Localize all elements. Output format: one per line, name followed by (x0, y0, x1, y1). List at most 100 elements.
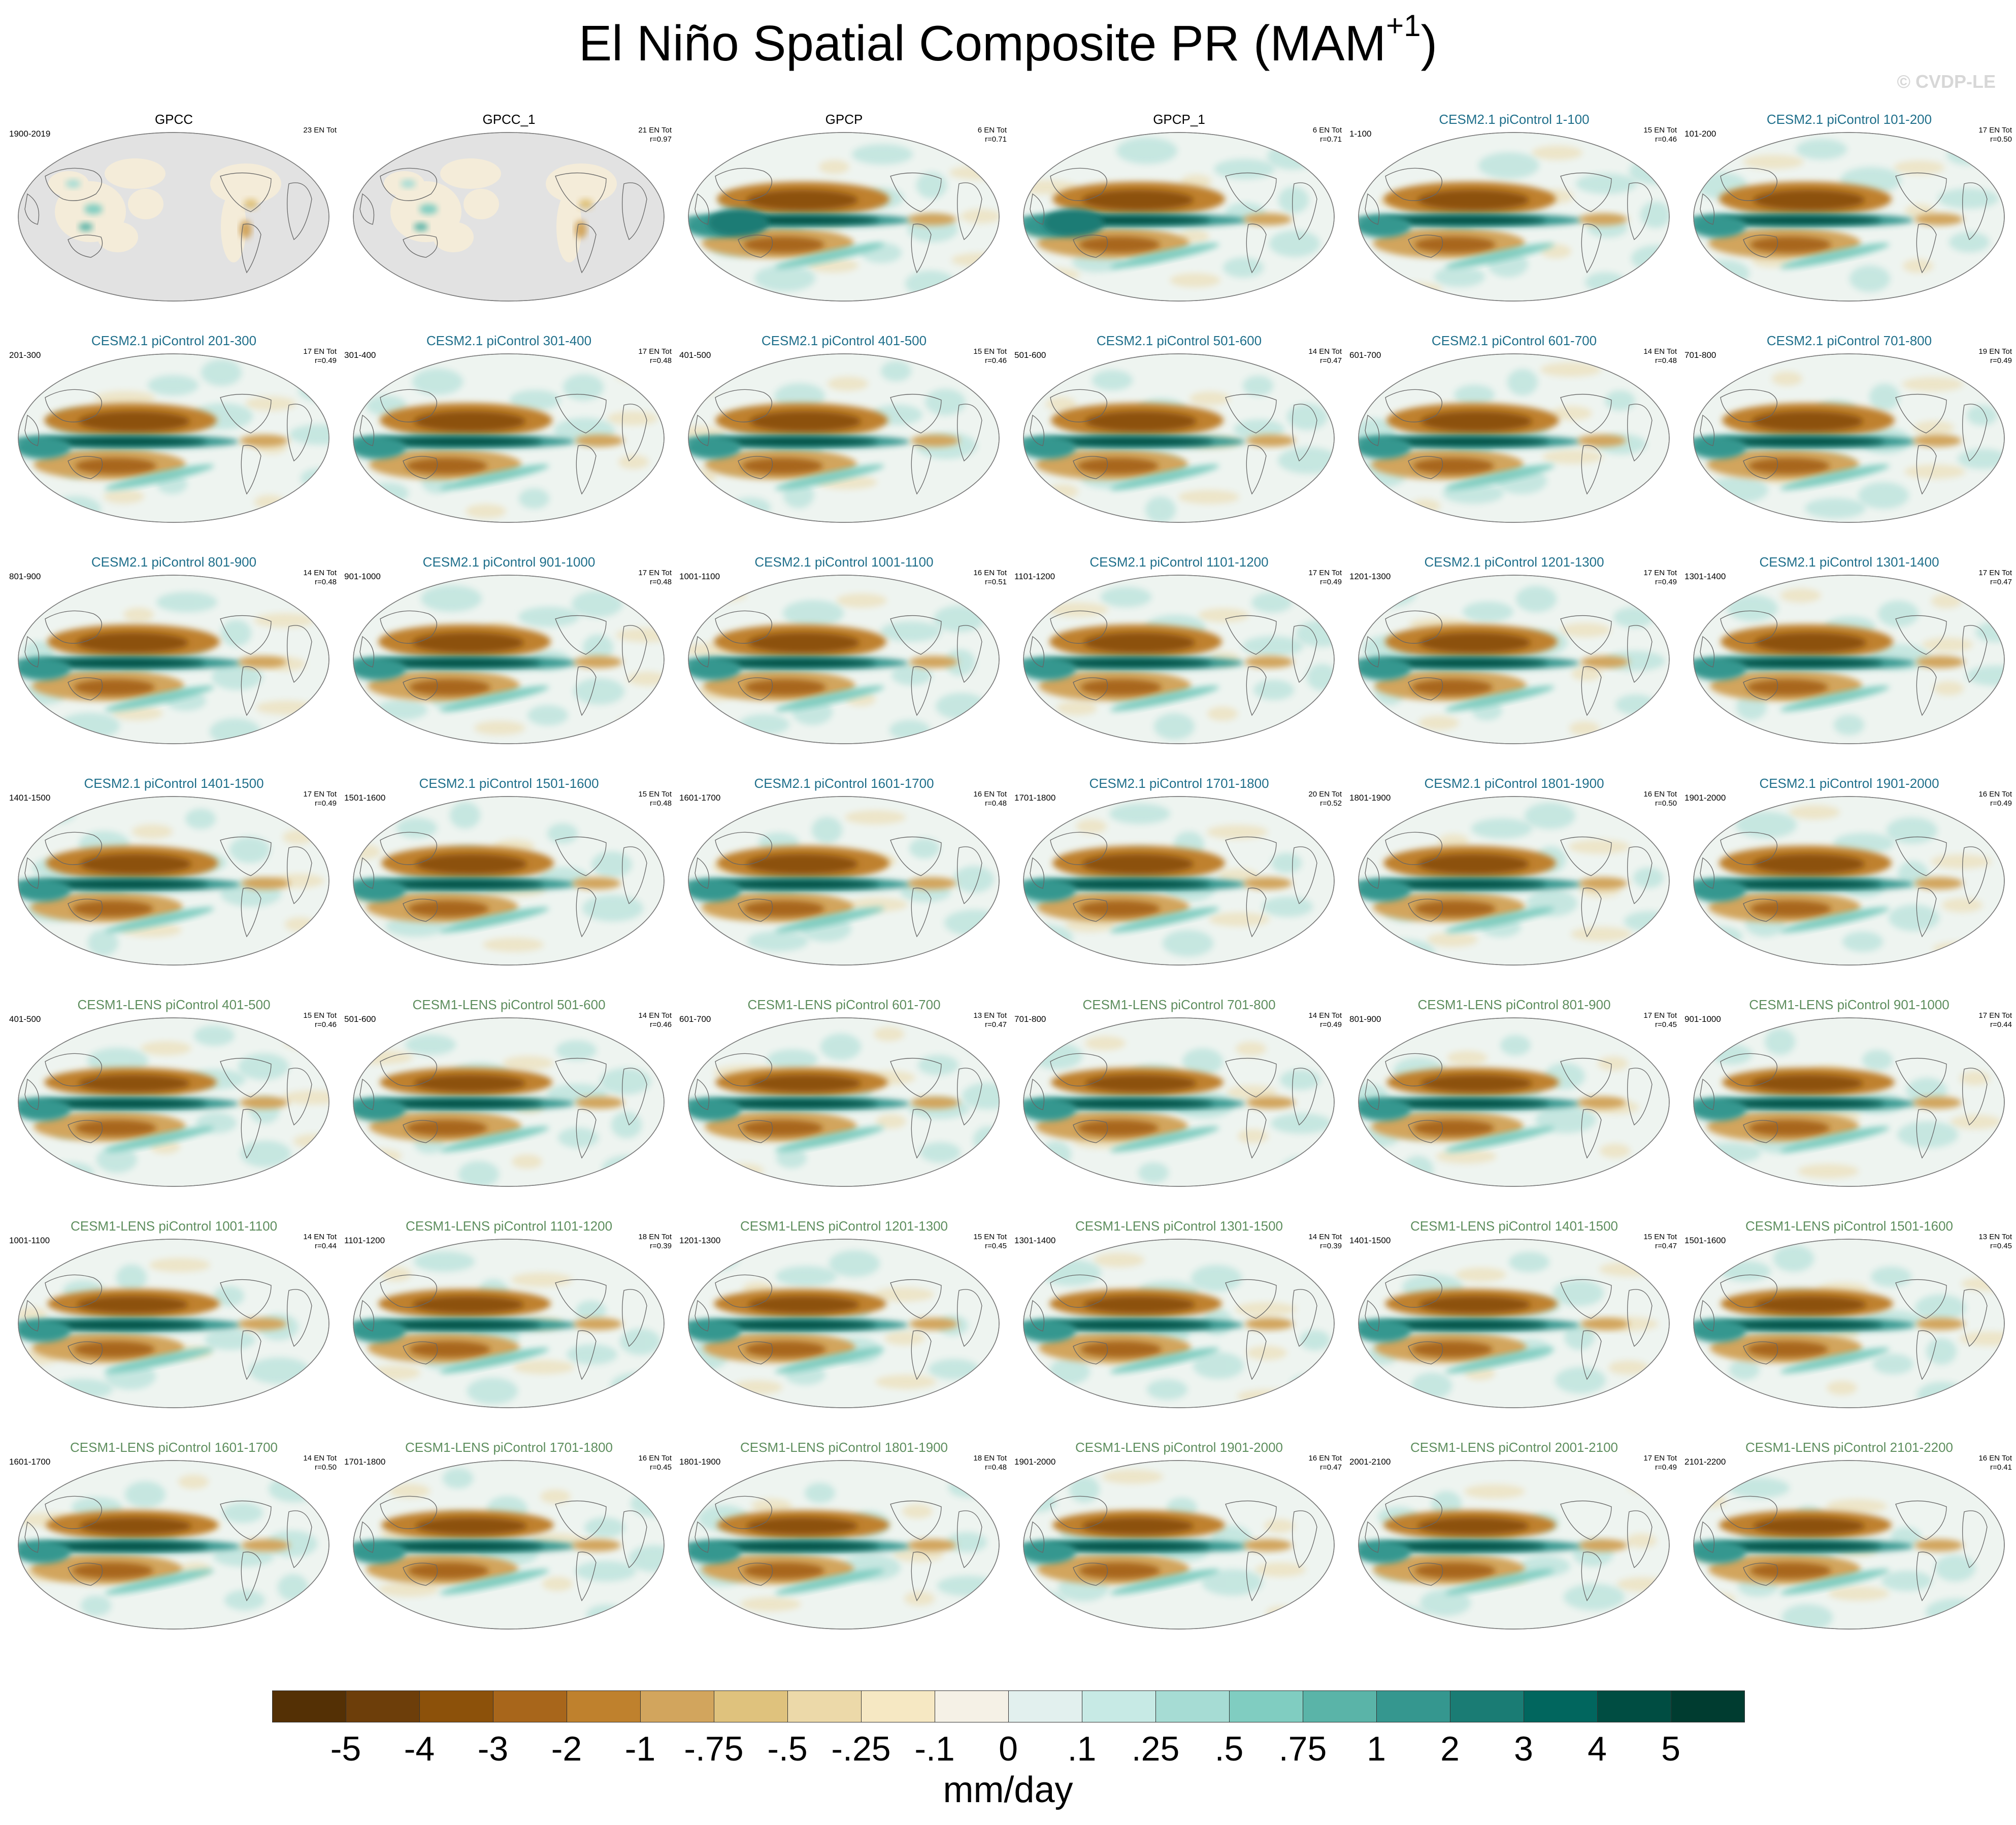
event-count: 18 EN Tot (638, 1233, 672, 1241)
anomaly-blob (1585, 272, 1626, 292)
coastline (403, 677, 438, 701)
coastline (555, 836, 607, 876)
robinson-map (1358, 1239, 1670, 1408)
map-panel: CESM2.1 piControl 801-900 801-900 14 EN To… (7, 548, 341, 770)
anomaly-field (688, 144, 999, 297)
coastline (1050, 1274, 1107, 1308)
coastline (1246, 887, 1267, 938)
panel-stats: 13 EN Tot r=0.47 (973, 1011, 1007, 1030)
coastline (403, 235, 438, 258)
anomaly-blob (558, 1127, 599, 1148)
anomaly-blob (902, 1504, 933, 1518)
anomaly-blob (1092, 370, 1133, 390)
panel-stats: 17 EN Tot r=0.44 (1978, 1011, 2012, 1030)
anomaly-blob (141, 1041, 191, 1055)
colorbar-box (1524, 1690, 1598, 1722)
coastline (220, 1500, 272, 1540)
panel-period: 401-500 (9, 1014, 41, 1024)
anomaly-blob (783, 600, 844, 626)
anomaly-blob (1711, 1044, 1752, 1065)
anomaly-blob (1381, 282, 1442, 296)
spcz-streak (1110, 686, 1219, 711)
coastline (1560, 1279, 1612, 1319)
panel-stats: 14 EN Tot r=0.47 (1308, 347, 1342, 366)
anomaly-blob (889, 720, 930, 740)
anomaly-blob (353, 932, 383, 946)
map-border (1358, 796, 1670, 966)
panel-title: GPCP_1 (1153, 112, 1205, 127)
dry-core-south (72, 1563, 153, 1579)
coastline (220, 1279, 272, 1319)
coastline (890, 615, 942, 655)
map-border (353, 1460, 665, 1630)
anomaly-blob (1367, 1605, 1428, 1625)
dry-core-north (746, 854, 858, 874)
anomaly-blob (1600, 1144, 1630, 1158)
colorbar-tick-label: 3 (1514, 1730, 1533, 1768)
panel-title: GPCP (825, 112, 863, 127)
panel-stats: 15 EN Tot r=0.46 (303, 1011, 337, 1030)
wet-west (353, 1099, 406, 1121)
anomaly-blob (240, 220, 252, 239)
anomaly-blob (616, 628, 664, 642)
event-count: 14 EN Tot (1308, 1011, 1342, 1020)
land-field (440, 158, 501, 189)
anomaly-blob (1560, 623, 1611, 637)
wet-west (1023, 879, 1076, 902)
coastline (24, 857, 40, 889)
coastline (1385, 1274, 1442, 1308)
wet-west (1023, 658, 1076, 680)
map-border (18, 1017, 329, 1187)
panel-title: CESM1-LENS piControl 1901-2000 (1075, 1440, 1283, 1455)
coastline (45, 610, 102, 644)
coastline (1030, 857, 1045, 889)
coastline (1895, 393, 1947, 434)
map-panel: CESM2.1 piControl 501-600 501-600 14 EN To… (1012, 327, 1346, 548)
anomaly-blob (1280, 1070, 1320, 1090)
anomaly-blob (576, 1301, 606, 1321)
coastline (957, 404, 982, 462)
coastline (1408, 1563, 1443, 1586)
anomaly-blob (1109, 804, 1170, 824)
coastline (622, 404, 647, 462)
map-panel: CESM2.1 piControl 1501-1600 1501-1600 15 E… (342, 770, 676, 991)
dry-core-north (1085, 1075, 1197, 1092)
event-count: 20 EN Tot (1308, 790, 1342, 799)
anomaly-field (1359, 1246, 1660, 1399)
map-border (353, 353, 665, 523)
pattern-correlation: r=0.49 (1320, 578, 1342, 586)
anomaly-blob (754, 265, 815, 291)
map-panel: CESM2.1 piControl 201-300 201-300 17 EN To… (7, 327, 341, 548)
anomaly-blob (1235, 1302, 1296, 1316)
anomaly-blob (640, 1589, 664, 1615)
pattern-correlation: r=0.48 (985, 1463, 1007, 1472)
anomaly-blob (1935, 1555, 1975, 1581)
panel-title: CESM2.1 piControl 701-800 (1766, 333, 1932, 348)
anomaly-blob (1960, 1071, 1990, 1085)
panel-period: 801-900 (9, 572, 41, 581)
wet-core (43, 1321, 206, 1329)
coastline (220, 393, 272, 434)
anomaly-blob (1049, 1358, 1090, 1384)
anomaly-blob (1278, 187, 1309, 213)
panel-title: CESM1-LENS piControl 1101-1200 (405, 1218, 613, 1234)
anomaly-blob (35, 803, 75, 823)
coastline (1560, 1057, 1612, 1098)
event-count: 15 EN Tot (638, 790, 672, 799)
anomaly-blob (1873, 1354, 1913, 1374)
anomaly-blob (27, 1469, 68, 1483)
anomaly-field (688, 588, 986, 740)
wet-core (714, 1321, 877, 1329)
panel-stats: 14 EN Tot r=0.48 (303, 569, 337, 587)
map-panel: CESM1-LENS piControl 801-900 801-900 17 EN… (1347, 991, 1681, 1212)
map-border (18, 1239, 329, 1408)
anomaly-blob (1958, 449, 2004, 469)
dry-atlantic (1243, 213, 1292, 225)
coastline (1292, 1068, 1317, 1126)
robinson-map (688, 132, 1000, 302)
pattern-correlation: r=0.49 (315, 799, 337, 808)
coastline (555, 172, 607, 212)
event-count: 14 EN Tot (1308, 1233, 1342, 1241)
anomaly-blob (583, 635, 613, 661)
coastline (45, 168, 102, 201)
